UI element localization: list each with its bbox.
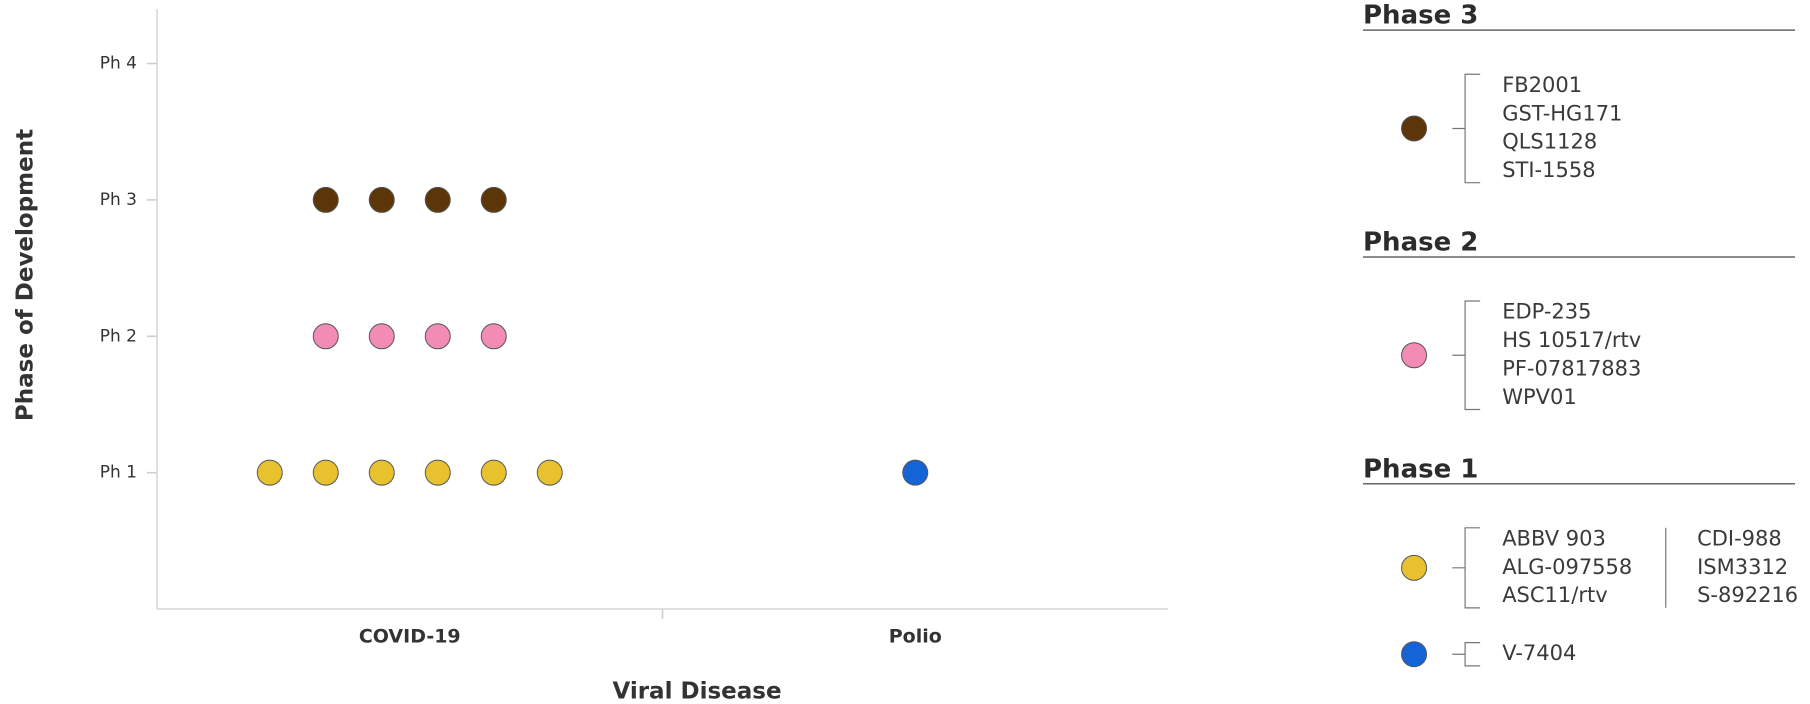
dot	[480, 186, 507, 213]
x-tick-label: COVID-19	[359, 626, 461, 648]
legend-swatch	[1401, 342, 1428, 369]
legend-heading: Phase 1	[1363, 454, 1478, 484]
legend-item: S-892216	[1697, 583, 1798, 607]
dot	[480, 459, 507, 486]
y-axis-title: Phase of Development	[13, 129, 39, 421]
dot	[368, 323, 395, 350]
legend-item: ASC11/rtv	[1502, 583, 1607, 607]
legend-item: ALG-097558	[1502, 555, 1632, 579]
legend-item: QLS1128	[1502, 130, 1597, 154]
y-tick-label: Ph 3	[100, 190, 137, 210]
dot	[368, 186, 395, 213]
legend-item: GST-HG171	[1502, 101, 1622, 125]
legend-item: ISM3312	[1697, 555, 1788, 579]
legend-bracket	[1452, 642, 1481, 667]
y-tick-label: Ph 2	[100, 326, 137, 346]
dot	[312, 186, 339, 213]
dot	[312, 323, 339, 350]
legend-item: PF-07817883	[1502, 356, 1641, 380]
dot	[902, 459, 929, 486]
legend-item: STI-1558	[1502, 158, 1595, 182]
x-axis-title: Viral Disease	[612, 679, 781, 704]
dot	[480, 323, 507, 350]
legend-bracket	[1452, 300, 1481, 411]
dot	[424, 186, 451, 213]
legend-swatch	[1401, 554, 1428, 581]
dot	[424, 323, 451, 350]
legend-swatch	[1401, 115, 1428, 142]
legend-heading: Phase 2	[1363, 228, 1478, 258]
dot	[368, 459, 395, 486]
legend-bracket	[1452, 527, 1481, 609]
dot	[256, 459, 283, 486]
dot	[536, 459, 563, 486]
x-tick-label: Polio	[889, 626, 942, 648]
legend-item: ABBV 903	[1502, 526, 1606, 550]
y-tick-label: Ph 4	[100, 54, 137, 74]
legend-item: WPV01	[1502, 385, 1577, 409]
legend-item: CDI-988	[1697, 526, 1782, 550]
legend-item: HS 10517/rtv	[1502, 328, 1641, 352]
legend-item: FB2001	[1502, 73, 1582, 97]
legend-item: EDP-235	[1502, 300, 1591, 324]
legend-swatch	[1401, 641, 1428, 668]
dot	[424, 459, 451, 486]
legend-item: V-7404	[1502, 641, 1576, 665]
dot	[312, 459, 339, 486]
legend-bracket	[1452, 73, 1481, 184]
legend-heading: Phase 3	[1363, 1, 1478, 31]
y-tick-label: Ph 1	[100, 463, 137, 483]
